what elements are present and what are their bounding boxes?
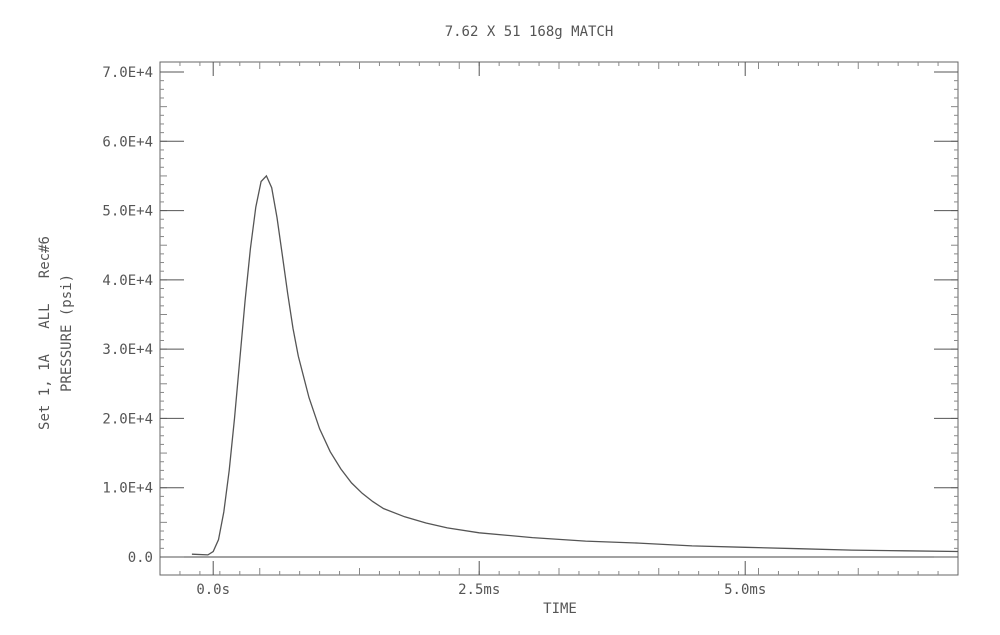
x-tick-label: 0.0s <box>196 582 230 598</box>
y-tick-label: 7.0E+4 <box>102 65 153 81</box>
minor-ticks <box>160 62 958 575</box>
y-axis-ticks: 0.0 1.0E+4 2.0E+4 3.0E+4 4.0E+4 5.0E+4 6.0E+4 7… <box>102 65 958 566</box>
x-tick-label: 5.0ms <box>724 582 766 598</box>
plot-frame <box>159 61 959 576</box>
y-axis-label-line2: PRESSURE (psi) <box>59 274 75 392</box>
y-axis-label-line1: Set 1, 1A ALL Rec#6 <box>37 236 53 430</box>
x-tick-label: 2.5ms <box>458 582 500 598</box>
y-tick-label: 2.0E+4 <box>102 411 153 427</box>
y-tick-label: 6.0E+4 <box>102 134 153 150</box>
y-tick-label: 1.0E+4 <box>102 481 153 497</box>
pressure-curve <box>191 174 959 556</box>
x-axis-label: TIME <box>543 601 577 617</box>
x-axis-ticks: 0.0s 2.5ms 5.0ms <box>196 62 766 598</box>
y-tick-label: 0.0 <box>128 550 153 566</box>
y-tick-label: 4.0E+4 <box>102 273 153 289</box>
y-tick-label: 3.0E+4 <box>102 342 153 358</box>
y-tick-label: 5.0E+4 <box>102 204 153 220</box>
chart-title: 7.62 X 51 168g MATCH <box>445 24 614 40</box>
